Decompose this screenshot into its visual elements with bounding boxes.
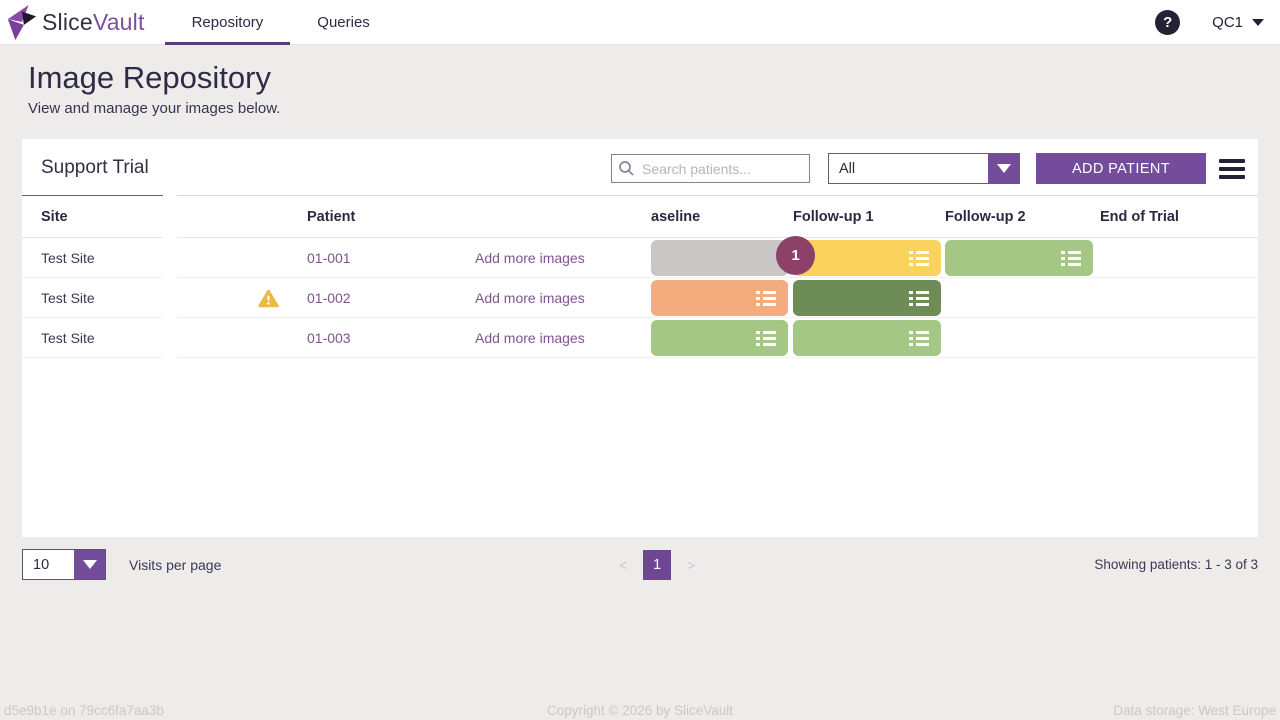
visit-cell-followup1: 1: [776, 236, 945, 278]
help-icon[interactable]: ?: [1155, 9, 1181, 35]
per-page-select[interactable]: 10: [22, 549, 106, 580]
visit-thumbnail-baseline[interactable]: [651, 240, 788, 276]
trial-controls: All ADD PATIENT: [611, 153, 1245, 184]
patient-link[interactable]: 01-003: [307, 330, 351, 346]
visit-cell-baseline: [651, 238, 793, 278]
table-row: Test Site 01-002 Add more images: [22, 278, 1258, 318]
col-header-end-of-trial: End of Trial: [1100, 208, 1179, 225]
search-wrap: [611, 154, 810, 183]
header-divider: [177, 195, 1258, 196]
top-navigation: SliceVault Repository Queries ? QC1: [0, 0, 1280, 45]
tab-repository[interactable]: Repository: [164, 0, 291, 45]
visit-thumbnail-baseline[interactable]: [651, 320, 788, 356]
slicevault-logo[interactable]: SliceVault: [5, 2, 145, 42]
series-list-icon: [909, 250, 929, 266]
visit-cell-followup1: [793, 318, 945, 358]
add-more-images-link[interactable]: Add more images: [475, 250, 585, 266]
footer-build-info: d5e9b1e on 79cc6fa7aa3b: [4, 703, 164, 718]
series-list-icon: [756, 330, 776, 346]
patient-link[interactable]: 01-001: [307, 250, 351, 266]
pager-summary: Showing patients: 1 - 3 of 3: [1094, 557, 1258, 572]
col-header-patient: Patient: [307, 208, 356, 225]
col-header-followup1: Follow-up 1: [793, 208, 874, 225]
nav-right-cluster: ? QC1: [1155, 9, 1264, 35]
patient-link[interactable]: 01-002: [307, 290, 351, 306]
warning-icon[interactable]: [258, 289, 279, 308]
col-header-baseline: aseline: [651, 208, 701, 225]
hamburger-menu-icon[interactable]: [1219, 158, 1245, 179]
user-menu-label: QC1: [1212, 13, 1243, 31]
footer-copyright: Copyright © 2026 by SliceVault: [546, 703, 734, 718]
pagination-bar: 10 Visits per page < 1 > Showing patient…: [22, 549, 1258, 580]
footer: Copyright © 2026 by SliceVault d5e9b1e o…: [0, 703, 1280, 718]
pager: < 1 >: [611, 549, 703, 580]
per-page-label: Visits per page: [129, 556, 222, 573]
filter-select[interactable]: All: [828, 153, 1020, 184]
footer-data-storage: Data storage: West Europe: [1113, 703, 1276, 718]
pager-page-1[interactable]: 1: [643, 549, 672, 580]
visit-cell-baseline: [651, 278, 793, 318]
pager-next[interactable]: >: [687, 556, 696, 573]
trial-name-underline: [22, 195, 163, 196]
search-input[interactable]: [611, 154, 810, 183]
brand-slice: Slice: [42, 8, 93, 35]
visit-thumbnail-followup1[interactable]: [793, 320, 941, 356]
brand-vault: Vault: [92, 8, 145, 35]
tab-queries[interactable]: Queries: [317, 13, 370, 31]
col-header-followup2: Follow-up 2: [945, 208, 1026, 225]
dropdown-arrow-icon: [988, 154, 1019, 183]
search-icon: [619, 161, 634, 176]
series-list-icon: [909, 330, 929, 346]
add-more-images-link[interactable]: Add more images: [475, 330, 585, 346]
series-list-icon: [909, 290, 929, 306]
chevron-down-icon: [1252, 18, 1264, 26]
visit-thumbnail-followup1[interactable]: [793, 280, 941, 316]
visit-cell-followup1: [793, 278, 945, 318]
table-row: Test Site 01-001 Add more images 1: [22, 236, 1258, 278]
table-header-row: Site Patient aseline Follow-up 1 Follow-…: [22, 196, 1258, 238]
add-patient-button[interactable]: ADD PATIENT: [1036, 153, 1206, 184]
site-cell: Test Site: [41, 290, 95, 306]
site-cell: Test Site: [41, 250, 95, 266]
dropdown-arrow-icon: [74, 550, 105, 579]
table-row: Test Site 01-003 Add more images: [22, 318, 1258, 358]
series-list-icon: [1061, 250, 1081, 266]
user-menu[interactable]: QC1: [1212, 14, 1264, 31]
main-tabs: Repository Queries: [164, 0, 397, 45]
per-page-value: 10: [33, 556, 50, 573]
filter-select-value: All: [839, 160, 856, 177]
notification-badge: 1: [776, 236, 815, 275]
trial-card-header: Support Trial All ADD PATIENT: [22, 139, 1258, 196]
trial-card: Support Trial All ADD PATIENT Site Patie…: [22, 139, 1258, 537]
brand-name: SliceVault: [42, 9, 145, 36]
site-cell: Test Site: [41, 330, 95, 346]
page-subtitle: View and manage your images below.: [28, 100, 281, 117]
visit-thumbnail-followup1[interactable]: 1: [776, 236, 941, 276]
visit-cell-followup2: [945, 238, 1100, 278]
col-header-site: Site: [41, 208, 68, 225]
visit-cell-baseline: [651, 318, 793, 358]
slicevault-logo-icon: [7, 5, 37, 40]
visit-thumbnail-baseline[interactable]: [651, 280, 788, 316]
series-list-icon: [756, 290, 776, 306]
add-more-images-link[interactable]: Add more images: [475, 290, 585, 306]
page-title: Image Repository: [28, 60, 271, 95]
trial-name: Support Trial: [41, 156, 149, 178]
frozen-column-gap: [163, 195, 177, 359]
visit-thumbnail-followup2[interactable]: [945, 240, 1093, 276]
pager-prev[interactable]: <: [619, 556, 628, 573]
